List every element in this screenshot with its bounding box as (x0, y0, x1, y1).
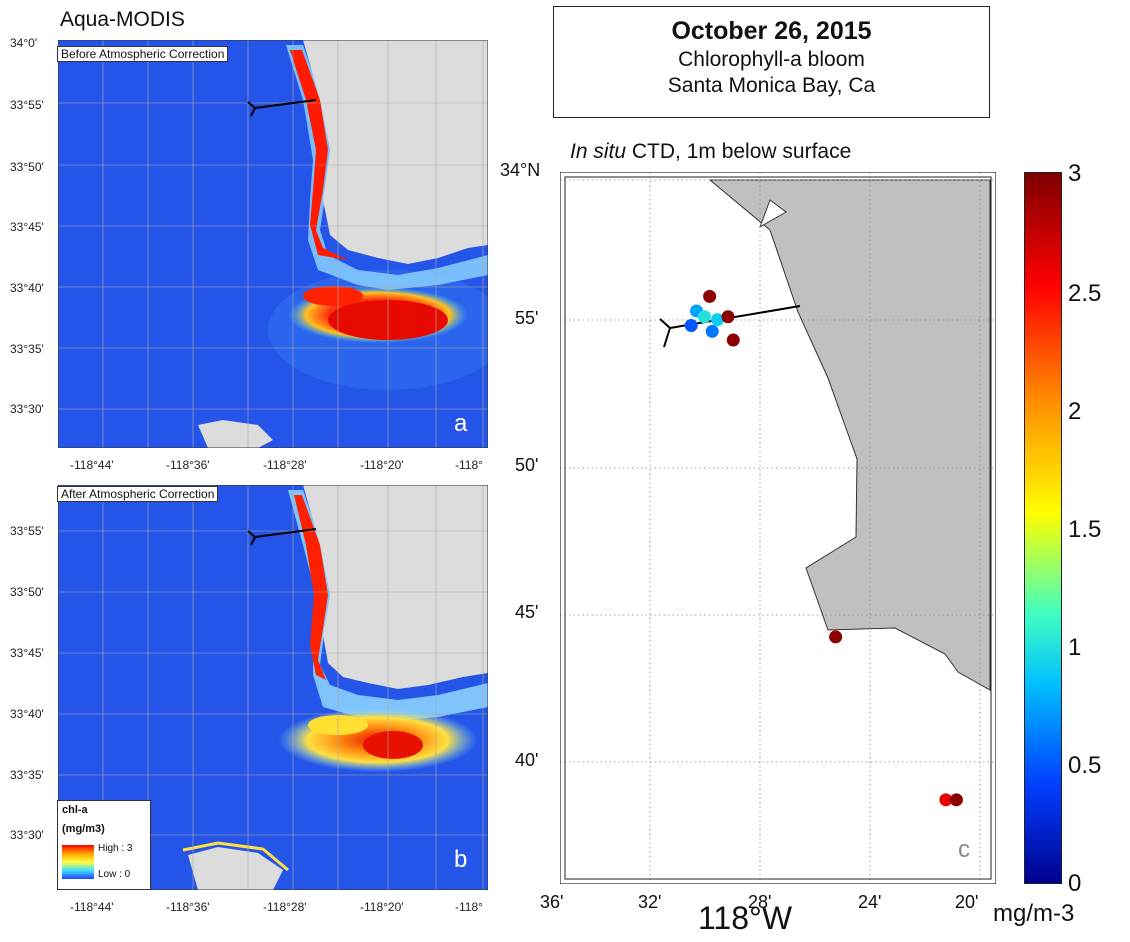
figure-title-box: October 26, 2015 Chlorophyll-a bloom San… (553, 6, 990, 118)
panel-c-lat-tick: 50' (515, 455, 539, 475)
panel-b-lon-tick: -118° (455, 900, 483, 914)
panel-c-subtitle-italic: In situ (570, 140, 627, 163)
panel-c-lon-tick: 32' (638, 892, 662, 912)
panel-c-lon-tick: 20' (955, 892, 979, 912)
station-point (703, 289, 717, 303)
panel-b-lon-tick: -118°20' (360, 900, 404, 914)
panel-c-lon-tick: 36' (540, 892, 564, 912)
chl-legend-low: Low : 0 (98, 869, 131, 880)
station-point (711, 313, 724, 327)
colorbar-tick: 0 (1068, 870, 1082, 897)
panel-a-lon-tick: -118°44' (70, 458, 114, 472)
panel-c-lon-center-label: 118°W (698, 900, 793, 936)
panel-a-lon-tick: -118° (455, 458, 483, 472)
station-point (829, 630, 843, 644)
panel-c-lat-tick: 34°N (500, 160, 541, 180)
panel-c-lat-tick: 45' (515, 602, 539, 622)
chl-legend-ramp (62, 845, 94, 879)
colorbar-tick: 3 (1068, 160, 1082, 187)
station-point (684, 319, 698, 332)
panel-b-lat-tick: 33°40' (10, 707, 44, 721)
panel-a-lat-tick: 33°50' (10, 160, 44, 174)
station-point (721, 310, 735, 324)
panel-c-map (560, 172, 996, 884)
figure-subtitle: Chlorophyll-a bloom (678, 48, 865, 71)
colorbar-units: mg/m-3 (993, 900, 1075, 927)
panel-c-lat-tick: 55' (515, 308, 539, 328)
colorbar-tick: 2 (1068, 398, 1082, 425)
station-point (705, 324, 719, 338)
panel-a-lon-tick: -118°20' (360, 458, 404, 472)
panel-b-lat-tick: 33°55' (10, 524, 44, 538)
panel-c-subtitle-rest: CTD, 1m below surface (626, 140, 852, 163)
sensor-label: Aqua-MODIS (60, 8, 185, 31)
chl-legend: chl-a (mg/m3) High : 3 Low : 0 (57, 800, 151, 890)
station-point (726, 333, 740, 347)
colorbar-tick: 0.5 (1068, 752, 1102, 779)
panel-b-lat-tick: 33°30' (10, 828, 44, 842)
panel-b-lat-tick: 33°50' (10, 585, 44, 599)
chl-legend-units: (mg/m3) (62, 823, 105, 835)
transect-line-a (247, 99, 317, 117)
panel-a-label: Before Atmospheric Correction (57, 46, 229, 62)
station-markers (684, 289, 963, 807)
panel-c-lon-tick: 28' (748, 892, 772, 912)
panel-b-letter: b (454, 846, 468, 873)
panel-a-letter: a (454, 410, 468, 437)
figure-date: October 26, 2015 (671, 17, 872, 45)
panel-a-lon-tick: -118°28' (263, 458, 307, 472)
panel-a-lat-tick: 34°0' (10, 36, 38, 50)
panel-c-lon-tick: 24' (858, 892, 882, 912)
station-point (949, 793, 963, 807)
transect-line-b (247, 528, 317, 546)
panel-c-lat-tick: 40' (515, 750, 539, 770)
panel-a-lon-tick: -118°36' (166, 458, 210, 472)
panel-a-lat-tick: 33°40' (10, 281, 44, 295)
figure-location: Santa Monica Bay, Ca (667, 74, 876, 97)
panel-a-lat-tick: 33°35' (10, 342, 44, 356)
panel-b-lon-tick: -118°36' (166, 900, 210, 914)
chl-legend-title: chl-a (62, 804, 88, 816)
panel-b-lon-tick: -118°44' (70, 900, 114, 914)
panel-a-lat-tick: 33°30' (10, 402, 44, 416)
colorbar-tick: 1 (1068, 634, 1082, 661)
colorbar-tick: 2.5 (1068, 280, 1102, 307)
panel-b-lon-tick: -118°28' (263, 900, 307, 914)
colorbar (1024, 172, 1062, 884)
colorbar-tick: 1.5 (1068, 516, 1102, 543)
chl-legend-high: High : 3 (98, 843, 133, 854)
panel-b-label: After Atmospheric Correction (57, 486, 219, 502)
panel-a-map (58, 40, 488, 448)
panel-a-lat-tick: 33°45' (10, 220, 44, 234)
panel-c-subtitle: In situ CTD, 1m below surface (570, 140, 851, 164)
panel-b-lat-tick: 33°45' (10, 646, 44, 660)
panel-a-lat-tick: 33°55' (10, 98, 44, 112)
station-point (939, 793, 953, 807)
panel-c-letter: c (958, 836, 970, 863)
station-point (697, 310, 711, 324)
panel-b-lat-tick: 33°35' (10, 768, 44, 782)
